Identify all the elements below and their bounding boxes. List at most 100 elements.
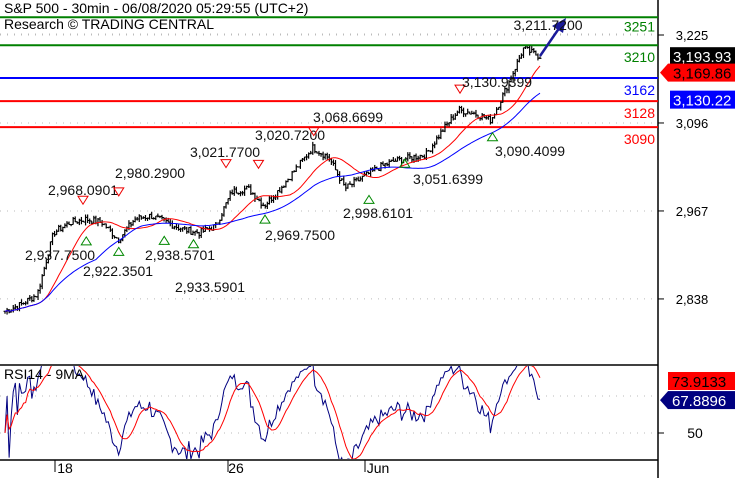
ohlc-bar — [55, 229, 59, 236]
ohlc-bar — [179, 227, 183, 233]
level-label: 3128 — [624, 105, 655, 121]
high-marker — [77, 195, 89, 206]
ohlc-bar — [344, 182, 348, 192]
ohlc-bar — [220, 212, 224, 221]
ohlc-bar — [224, 202, 228, 209]
ohlc-bar — [437, 134, 441, 140]
ohlc-bar — [148, 213, 152, 220]
ohlc-bar — [451, 114, 455, 121]
ohlc-bar — [532, 48, 536, 54]
ohlc-bar — [143, 215, 147, 221]
low-marker — [80, 235, 93, 246]
rsi-tag-pointer — [660, 391, 668, 410]
ohlc-bar — [517, 54, 521, 63]
price-annotation: 3,068.6699 — [313, 109, 383, 125]
price-tag: 3,193.93 — [673, 49, 731, 66]
ohlc-bar — [311, 141, 315, 155]
price-annotation: 2,998.6101 — [343, 205, 413, 221]
price-annotation: 2,938.5701 — [145, 247, 215, 263]
ohlc-bar — [352, 176, 356, 188]
x-tick-label: Jun — [367, 460, 390, 476]
rsi-line — [4, 366, 541, 459]
ohlc-bar — [538, 56, 542, 59]
ohlc-bar — [228, 190, 232, 201]
price-annotation: 2,968.0901 — [48, 182, 118, 198]
ohlc-bar — [536, 53, 540, 61]
ohlc-bar — [226, 198, 230, 205]
price-annotation: 2,969.7500 — [265, 227, 335, 243]
ohlc-bar — [321, 151, 325, 161]
ohlc-bar — [300, 158, 304, 163]
ohlc-bar — [453, 113, 457, 120]
ohlc-bar — [387, 159, 391, 168]
ohlc-bar — [408, 152, 412, 160]
ohlc-bar — [84, 214, 88, 226]
price-annotation: 3,090.4099 — [495, 143, 565, 159]
ohlc-bar — [294, 164, 298, 172]
ohlc-bar — [373, 164, 377, 172]
ohlc-bar — [92, 215, 96, 224]
high-marker — [220, 159, 232, 169]
rsi-ma-tag: 73.9133 — [672, 374, 726, 391]
ohlc-bar — [191, 230, 195, 236]
ohlc-bar — [276, 189, 280, 200]
low-marker — [398, 158, 411, 168]
ohlc-bar — [435, 135, 439, 145]
ohlc-bars — [3, 45, 542, 315]
ohlc-bar — [131, 219, 135, 226]
trend-arrow-head — [552, 18, 566, 33]
ohlc-bar — [460, 105, 464, 114]
ohlc-bar — [125, 226, 129, 233]
ohlc-bar — [51, 232, 55, 246]
ohlc-bar — [79, 216, 83, 225]
ohlc-bar — [325, 152, 329, 160]
ohlc-bar — [53, 230, 57, 237]
level-label: 3162 — [624, 82, 655, 98]
ohlc-bar — [222, 206, 226, 217]
ohlc-bar — [156, 213, 160, 218]
ohlc-bar — [457, 105, 461, 114]
price-tag-pointer — [660, 63, 668, 82]
ohlc-bar — [431, 143, 435, 154]
ohlc-bar — [100, 219, 104, 227]
low-marker — [112, 246, 125, 256]
price-annotation: 3,130.9399 — [462, 74, 532, 90]
x-tick-label: 26 — [228, 460, 244, 476]
ohlc-bar — [243, 185, 247, 196]
price-annotation: 2,933.5901 — [175, 279, 245, 295]
ohlc-bar — [185, 226, 189, 234]
rsi-ma-tag-bg — [668, 372, 735, 390]
level-label: 3090 — [624, 131, 655, 147]
ohlc-bar — [528, 45, 532, 56]
ohlc-bar — [77, 218, 81, 226]
ohlc-bar — [17, 302, 21, 312]
ohlc-bar — [193, 230, 197, 236]
ohlc-bar — [336, 169, 340, 177]
ohlc-bar — [32, 294, 36, 302]
ohlc-bar — [298, 159, 302, 169]
y-tick-label: 2,838 — [676, 292, 709, 307]
ohlc-bar — [108, 225, 112, 232]
y-tick-label: 3,225 — [676, 28, 709, 43]
ohlc-bar — [234, 186, 238, 194]
price-annotation: 3,051.6399 — [413, 171, 483, 187]
high-marker — [307, 127, 320, 137]
ohlc-bar — [519, 53, 523, 59]
ohlc-bar — [290, 170, 294, 182]
price-annotation: 2,922.3501 — [83, 263, 153, 279]
rsi-tag: 67.8896 — [672, 393, 726, 410]
high-marker — [112, 187, 125, 197]
ohlc-bar — [265, 201, 269, 209]
moving-average-slow — [4, 92, 541, 312]
rsi-ma-line — [4, 366, 541, 459]
price-tag-bg — [670, 47, 735, 66]
price-annotation: 3,211.7200 — [513, 17, 582, 33]
ohlc-bar — [259, 197, 263, 209]
ohlc-bar — [199, 227, 203, 238]
ohlc-bar — [238, 191, 242, 197]
ohlc-bar — [57, 224, 61, 232]
ohlc-bar — [462, 107, 466, 118]
ohlc-bar — [150, 211, 154, 220]
